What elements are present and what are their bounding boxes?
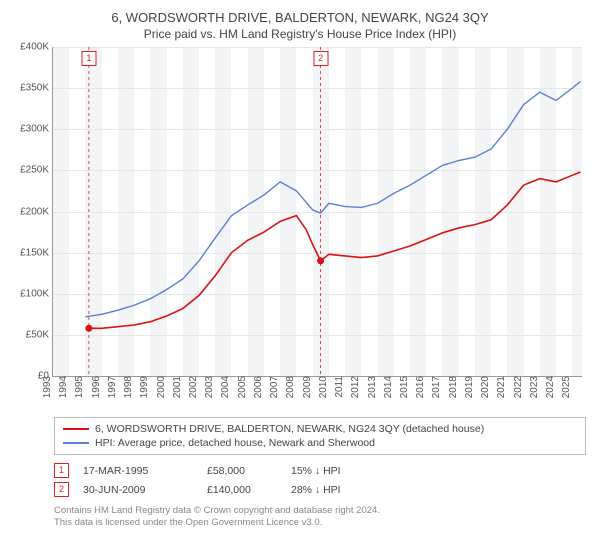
x-axis-label: 2001 bbox=[172, 376, 176, 398]
sale-number-badge: 2 bbox=[54, 482, 69, 497]
page-subtitle: Price paid vs. HM Land Registry's House … bbox=[12, 27, 588, 41]
legend-item: HPI: Average price, detached house, Newa… bbox=[63, 436, 577, 450]
sale-price: £140,000 bbox=[207, 484, 277, 496]
y-axis-label: £200K bbox=[20, 206, 53, 217]
sale-marker-dot bbox=[317, 257, 324, 264]
legend-item: 6, WORDSWORTH DRIVE, BALDERTON, NEWARK, … bbox=[63, 422, 577, 436]
sale-number-badge: 1 bbox=[54, 463, 69, 478]
x-axis-label: 2010 bbox=[318, 376, 322, 398]
page-title: 6, WORDSWORTH DRIVE, BALDERTON, NEWARK, … bbox=[12, 10, 588, 25]
x-axis-label: 1998 bbox=[123, 376, 127, 398]
x-axis-label: 1999 bbox=[139, 376, 143, 398]
license-line: Contains HM Land Registry data © Crown c… bbox=[54, 505, 588, 517]
sale-marker-dot bbox=[85, 325, 92, 332]
x-axis-label: 2023 bbox=[529, 376, 533, 398]
sale-row: 2 30-JUN-2009 £140,000 28% ↓ HPI bbox=[54, 480, 588, 499]
y-axis-label: £100K bbox=[20, 288, 53, 299]
x-axis-label: 1993 bbox=[42, 376, 46, 398]
license-line: This data is licensed under the Open Gov… bbox=[54, 517, 588, 529]
x-axis-label: 1997 bbox=[107, 376, 111, 398]
y-axis-label: £150K bbox=[20, 247, 53, 258]
x-axis-label: 2000 bbox=[155, 376, 159, 398]
x-axis-label: 1996 bbox=[91, 376, 95, 398]
x-axis-label: 1995 bbox=[74, 376, 78, 398]
x-axis-label: 2008 bbox=[285, 376, 289, 398]
legend-swatch bbox=[63, 442, 89, 444]
y-axis-label: £400K bbox=[20, 42, 53, 53]
sale-date: 17-MAR-1995 bbox=[83, 465, 193, 477]
sale-hpi-diff: 15% ↓ HPI bbox=[291, 465, 341, 477]
y-axis-label: £300K bbox=[20, 124, 53, 135]
sale-marker-badge: 1 bbox=[81, 51, 96, 66]
x-axis-label: 2019 bbox=[464, 376, 468, 398]
x-axis-label: 2025 bbox=[561, 376, 565, 398]
y-axis-label: £350K bbox=[20, 83, 53, 94]
x-axis-label: 2013 bbox=[366, 376, 370, 398]
x-axis-label: 2011 bbox=[334, 376, 338, 398]
x-axis-label: 2021 bbox=[496, 376, 500, 398]
x-axis-label: 2014 bbox=[383, 376, 387, 398]
sale-date: 30-JUN-2009 bbox=[83, 484, 193, 496]
x-axis-label: 2003 bbox=[204, 376, 208, 398]
x-axis-label: 2002 bbox=[188, 376, 192, 398]
x-axis-label: 2020 bbox=[480, 376, 484, 398]
x-axis-label: 2006 bbox=[253, 376, 257, 398]
series-hpi bbox=[85, 82, 580, 317]
sale-price: £58,000 bbox=[207, 465, 277, 477]
legend-label: HPI: Average price, detached house, Newa… bbox=[95, 437, 375, 449]
x-axis-label: 2022 bbox=[512, 376, 516, 398]
x-axis-label: 2017 bbox=[431, 376, 435, 398]
sales-list: 1 17-MAR-1995 £58,000 15% ↓ HPI 2 30-JUN-2009… bbox=[54, 461, 588, 499]
x-axis-label: 2015 bbox=[399, 376, 403, 398]
license-text: Contains HM Land Registry data © Crown c… bbox=[54, 505, 588, 529]
x-axis-label: 1994 bbox=[58, 376, 62, 398]
y-axis-label: £250K bbox=[20, 165, 53, 176]
series-property bbox=[89, 172, 581, 328]
x-axis-label: 2005 bbox=[237, 376, 241, 398]
legend-label: 6, WORDSWORTH DRIVE, BALDERTON, NEWARK, … bbox=[95, 423, 484, 435]
chart-legend: 6, WORDSWORTH DRIVE, BALDERTON, NEWARK, … bbox=[54, 417, 586, 455]
sale-marker-badge: 2 bbox=[313, 51, 328, 66]
sale-row: 1 17-MAR-1995 £58,000 15% ↓ HPI bbox=[54, 461, 588, 480]
y-axis-label: £50K bbox=[26, 329, 53, 340]
x-axis-label: 2007 bbox=[269, 376, 273, 398]
x-axis-label: 2004 bbox=[220, 376, 224, 398]
sale-hpi-diff: 28% ↓ HPI bbox=[291, 484, 341, 496]
x-axis-label: 2009 bbox=[302, 376, 306, 398]
x-axis-label: 2016 bbox=[415, 376, 419, 398]
legend-swatch bbox=[63, 428, 89, 430]
price-chart: £0£50K£100K£150K£200K£250K£300K£350K£400… bbox=[52, 47, 582, 407]
x-axis-label: 2024 bbox=[545, 376, 549, 398]
x-axis-label: 2018 bbox=[448, 376, 452, 398]
x-axis-label: 2012 bbox=[350, 376, 354, 398]
